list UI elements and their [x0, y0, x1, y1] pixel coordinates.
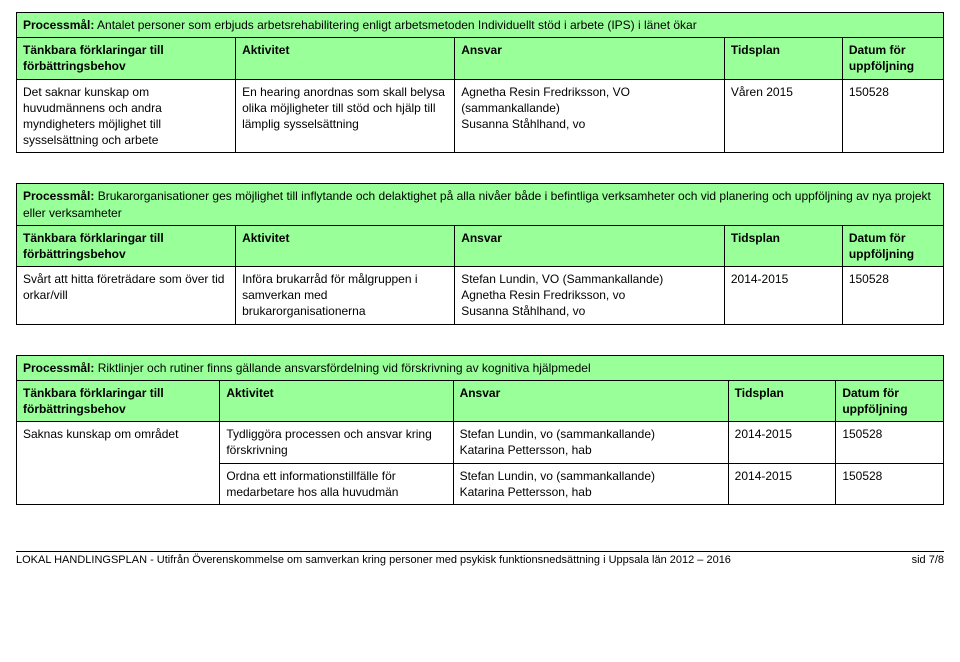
col-header-aktivitet: Aktivitet	[236, 225, 455, 266]
table-processmal-2: Processmål: Brukarorganisationer ges möj…	[16, 183, 944, 324]
col-header-tidsplan: Tidsplan	[728, 380, 836, 421]
table-row: Det saknar kunskap om huvudmännens och a…	[17, 79, 944, 153]
table-processmal-1: Processmål: Antalet personer som erbjuds…	[16, 12, 944, 153]
cell-aktivitet: En hearing anordnas som skall belysa oli…	[236, 79, 455, 153]
col-header-datum: Datum för uppföljning	[842, 38, 943, 79]
cell-datum: 150528	[836, 463, 944, 504]
processmal-label: Processmål:	[23, 18, 94, 32]
cell-forklaring: Svårt att hitta företrädare som över tid…	[17, 267, 236, 325]
cell-ansvar: Agnetha Resin Fredriksson, VO (sammankal…	[455, 79, 725, 153]
title-row-1: Processmål: Antalet personer som erbjuds…	[17, 13, 944, 38]
cell-ansvar: Stefan Lundin, vo (sammankallande)Katari…	[453, 463, 728, 504]
cell-aktivitet: Ordna ett informationstillfälle för meda…	[220, 463, 453, 504]
title-row-3: Processmål: Riktlinjer och rutiner finns…	[17, 355, 944, 380]
col-header-ansvar: Ansvar	[455, 38, 725, 79]
processmal-label: Processmål:	[23, 361, 94, 375]
title-text-2: Brukarorganisationer ges möjlighet till …	[23, 189, 931, 219]
cell-datum: 150528	[836, 422, 944, 463]
col-header-ansvar: Ansvar	[453, 380, 728, 421]
table-processmal-3: Processmål: Riktlinjer och rutiner finns…	[16, 355, 944, 505]
col-header-forklaringar: Tänkbara förklaringar till förbättringsb…	[17, 225, 236, 266]
cell-tidsplan: 2014-2015	[728, 463, 836, 504]
col-header-tidsplan: Tidsplan	[724, 38, 842, 79]
title-text-3: Riktlinjer och rutiner finns gällande an…	[94, 361, 590, 375]
cell-forklaring: Saknas kunskap om området	[17, 422, 220, 505]
table-row: Svårt att hitta företrädare som över tid…	[17, 267, 944, 325]
col-header-tidsplan: Tidsplan	[724, 225, 842, 266]
table-row: Saknas kunskap om området Tydliggöra pro…	[17, 422, 944, 463]
cell-datum: 150528	[842, 79, 943, 153]
cell-aktivitet: Tydliggöra processen och ansvar kring fö…	[220, 422, 453, 463]
cell-tidsplan: Våren 2015	[724, 79, 842, 153]
title-text-1: Antalet personer som erbjuds arbetsrehab…	[94, 18, 696, 32]
cell-tidsplan: 2014-2015	[724, 267, 842, 325]
cell-aktivitet: Införa brukarråd för målgruppen i samver…	[236, 267, 455, 325]
processmal-label: Processmål:	[23, 189, 94, 203]
page-number: sid 7/8	[912, 554, 944, 566]
cell-ansvar: Stefan Lundin, VO (Sammankallande)Agneth…	[455, 267, 725, 325]
col-header-ansvar: Ansvar	[455, 225, 725, 266]
col-header-aktivitet: Aktivitet	[220, 380, 453, 421]
cell-ansvar: Stefan Lundin, vo (sammankallande)Katari…	[453, 422, 728, 463]
cell-datum: 150528	[842, 267, 943, 325]
col-header-aktivitet: Aktivitet	[236, 38, 455, 79]
page-footer: LOKAL HANDLINGSPLAN - Utifrån Överenskom…	[16, 551, 944, 566]
footer-text: LOKAL HANDLINGSPLAN - Utifrån Överenskom…	[16, 554, 731, 566]
cell-tidsplan: 2014-2015	[728, 422, 836, 463]
col-header-forklaringar: Tänkbara förklaringar till förbättringsb…	[17, 38, 236, 79]
col-header-datum: Datum för uppföljning	[836, 380, 944, 421]
cell-forklaring: Det saknar kunskap om huvudmännens och a…	[17, 79, 236, 153]
col-header-datum: Datum för uppföljning	[842, 225, 943, 266]
col-header-forklaringar: Tänkbara förklaringar till förbättringsb…	[17, 380, 220, 421]
title-row-2: Processmål: Brukarorganisationer ges möj…	[17, 184, 944, 225]
